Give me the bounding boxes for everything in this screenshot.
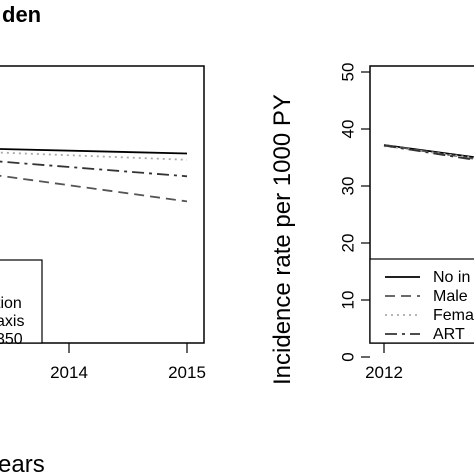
left-legend-entry: tion [0, 295, 22, 312]
right-series-group [383, 144, 474, 161]
right-legend-entries: No in Male Fema ART [385, 269, 474, 343]
right-panel: Incidence rate per 1000 PY 0 10 20 30 40 50 2… [269, 63, 474, 385]
left-series-line [0, 151, 188, 161]
right-series-line [383, 145, 474, 159]
right-y-axis-label: Incidence rate per 1000 PY [269, 94, 296, 385]
right-legend-label: No in [433, 269, 470, 286]
left-x-axis-label: ears [0, 451, 45, 474]
left-legend-entry: axis [0, 313, 24, 330]
right-y-tick-label: 50 [338, 63, 357, 82]
right-x-ticks: 2012 [365, 343, 403, 382]
right-y-tick-label: 0 [338, 352, 357, 361]
right-legend-label: Male [433, 288, 468, 305]
left-legend-box [0, 259, 43, 344]
left-panel: den 2014 2015 ears tion axis 350 [0, 2, 206, 474]
left-series-line [0, 148, 188, 155]
left-plot-frame [0, 65, 205, 344]
right-y-ticks: 0 10 20 30 40 50 [338, 63, 370, 362]
left-x-tick-label: 2015 [168, 363, 206, 382]
left-x-tick-label: 2014 [50, 363, 88, 382]
right-legend-box [369, 258, 474, 344]
left-series-line [0, 174, 188, 203]
left-series-line [0, 160, 188, 178]
left-series-group [0, 148, 188, 203]
right-y-tick-label: 20 [338, 234, 357, 253]
left-legend: tion axis 350 [0, 259, 43, 348]
left-chart-title: den [2, 2, 41, 27]
right-y-tick-label: 40 [338, 120, 357, 139]
right-x-tick-label: 2012 [365, 363, 403, 382]
right-legend-label: Fema [433, 307, 474, 324]
left-x-ticks: 2014 2015 [50, 343, 206, 382]
right-y-tick-label: 10 [338, 291, 357, 310]
right-legend-label: ART [433, 326, 465, 343]
right-y-tick-label: 30 [338, 177, 357, 196]
right-series-line [383, 144, 474, 161]
left-legend-entry: 350 [0, 331, 23, 348]
right-legend: No in Male Fema ART [369, 258, 474, 344]
